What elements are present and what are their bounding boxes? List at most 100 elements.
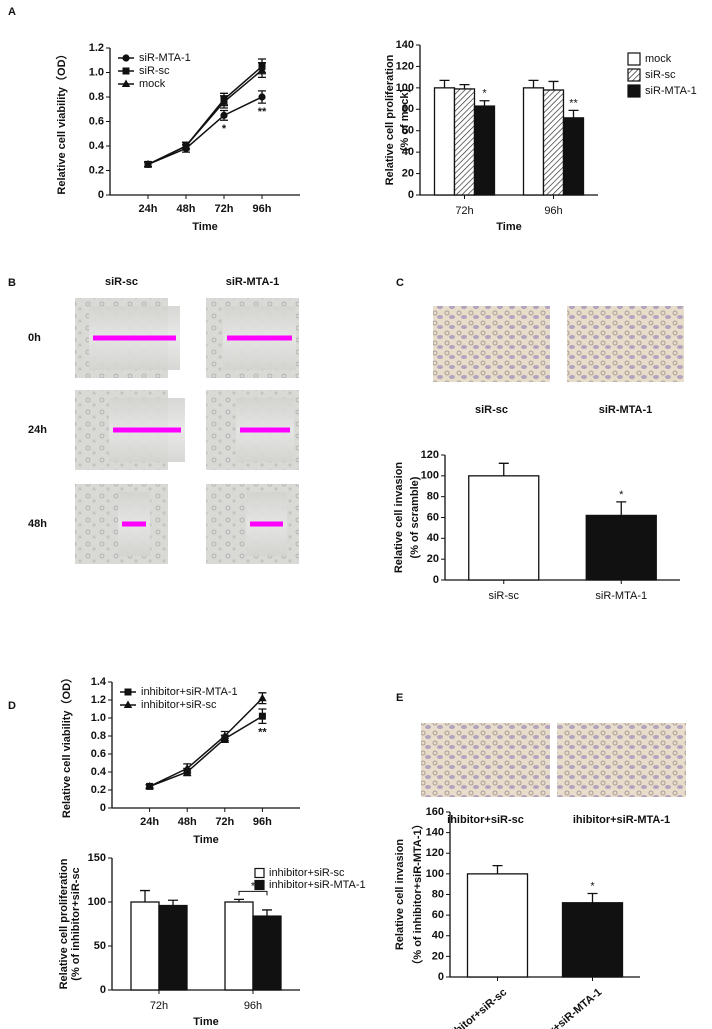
bar [522, 87, 545, 196]
y-axis-label: (% of mock) [399, 88, 411, 151]
significance-label: * [619, 489, 624, 501]
y-tick-label: 60 [432, 909, 444, 921]
error-bar [492, 864, 503, 874]
legend-label: siR-sc [139, 65, 170, 77]
panel-label: B [8, 277, 16, 289]
y-tick-label: 0 [438, 971, 444, 983]
x-tick-label: 24h [140, 816, 159, 828]
error-bar [439, 79, 450, 88]
y-tick-label: 160 [426, 806, 444, 818]
significance-bracket [238, 890, 268, 896]
legend-label: inhibitor+siR-MTA-1 [141, 686, 238, 698]
error-bar [459, 83, 470, 89]
data-point [181, 141, 191, 149]
y-tick-label: 1.4 [91, 676, 107, 688]
y-tick-label: 0.2 [91, 784, 106, 796]
error-bar [498, 462, 509, 476]
error-bar [616, 501, 627, 516]
legend-label: inhibitor+siR-sc [141, 699, 217, 711]
data-point [219, 97, 229, 105]
legend-marker [122, 54, 130, 62]
legend-swatch [627, 68, 641, 82]
data-point [145, 781, 154, 790]
panel-label: A [8, 6, 16, 18]
legend-marker [122, 67, 130, 75]
y-axis-label: Relative cell invasion [393, 462, 405, 574]
legend-label: inhibitor+siR-MTA-1 [269, 879, 366, 891]
x-axis-label: Time [192, 221, 217, 233]
data-point [143, 159, 153, 168]
data-point [220, 731, 229, 739]
y-tick-label: 140 [396, 39, 414, 51]
error-bar [262, 909, 272, 917]
y-axis-label: Relative cell viability（OD） [55, 48, 68, 194]
y-tick-label: 60 [402, 125, 414, 137]
x-tick-label: 48h [177, 203, 196, 215]
significance-label: ** [569, 97, 578, 109]
error-bar [479, 100, 490, 107]
significance-label: * [222, 123, 227, 135]
image-label: siR-sc [475, 404, 508, 416]
y-tick-label: 40 [432, 930, 444, 942]
legend-swatch [254, 867, 265, 879]
y-tick-label: 1.0 [89, 66, 104, 78]
x-tick-label: 24h [139, 203, 158, 215]
y-tick-label: 60 [427, 511, 439, 523]
y-axis-label: (% of inhibitor+siR-sc [70, 867, 82, 980]
x-tick-label: inhibitor+siR-MTA-1 [517, 986, 604, 1029]
y-tick-label: 20 [427, 553, 439, 565]
column-label: siR-MTA-1 [226, 276, 280, 288]
bar [468, 475, 540, 581]
y-axis-label: (% of scramble) [409, 476, 421, 558]
y-tick-label: 0.6 [91, 748, 106, 760]
y-tick-label: 1.2 [91, 694, 106, 706]
y-tick-label: 0.8 [89, 91, 104, 103]
y-tick-label: 0.4 [89, 140, 105, 152]
row-label: 24h [28, 424, 47, 436]
panel-label: D [8, 700, 16, 712]
data-point [220, 111, 228, 119]
x-tick-label: siR-sc [488, 590, 519, 602]
x-tick-label: 96h [544, 205, 562, 217]
y-tick-label: 0 [98, 189, 104, 201]
x-tick-label: 48h [178, 816, 197, 828]
image-label: ihibitor+siR-sc [447, 814, 524, 826]
bar [561, 902, 624, 978]
bar [466, 873, 529, 978]
x-tick-label: 72h [215, 816, 234, 828]
image-label: siR-MTA-1 [599, 404, 653, 416]
y-axis-label: Relative cell proliferation [58, 858, 70, 989]
bar [562, 117, 585, 196]
y-tick-label: 120 [426, 847, 444, 859]
y-tick-label: 0 [100, 984, 106, 996]
row-label: 48h [28, 518, 47, 530]
series-line [149, 697, 263, 788]
error-bar [140, 889, 150, 902]
panel-label: E [396, 692, 403, 704]
legend-label: mock [139, 78, 166, 90]
data-point [258, 712, 266, 720]
y-tick-label: 1.0 [91, 712, 106, 724]
image-label: ihibitor+siR-MTA-1 [573, 814, 670, 826]
bar [252, 915, 282, 991]
legend-swatch [627, 84, 641, 98]
legend-marker [121, 79, 131, 87]
x-tick-label: 72h [150, 1000, 168, 1012]
x-tick-label: siR-MTA-1 [595, 590, 647, 602]
y-axis-label: Relative cell viability（OD） [60, 672, 73, 818]
error-bar [528, 79, 539, 88]
legend-swatch [627, 52, 641, 66]
y-tick-label: 80 [402, 103, 414, 115]
error-bar [568, 109, 579, 118]
bar [473, 105, 496, 196]
column-label: siR-sc [105, 276, 138, 288]
x-tick-label: 96h [253, 816, 272, 828]
y-tick-label: 80 [432, 888, 444, 900]
bar [224, 901, 254, 991]
y-tick-label: 20 [402, 167, 414, 179]
micrograph [557, 723, 686, 797]
series-line [147, 69, 263, 166]
significance-label: ** [258, 726, 267, 738]
significance-label: * [251, 880, 256, 892]
